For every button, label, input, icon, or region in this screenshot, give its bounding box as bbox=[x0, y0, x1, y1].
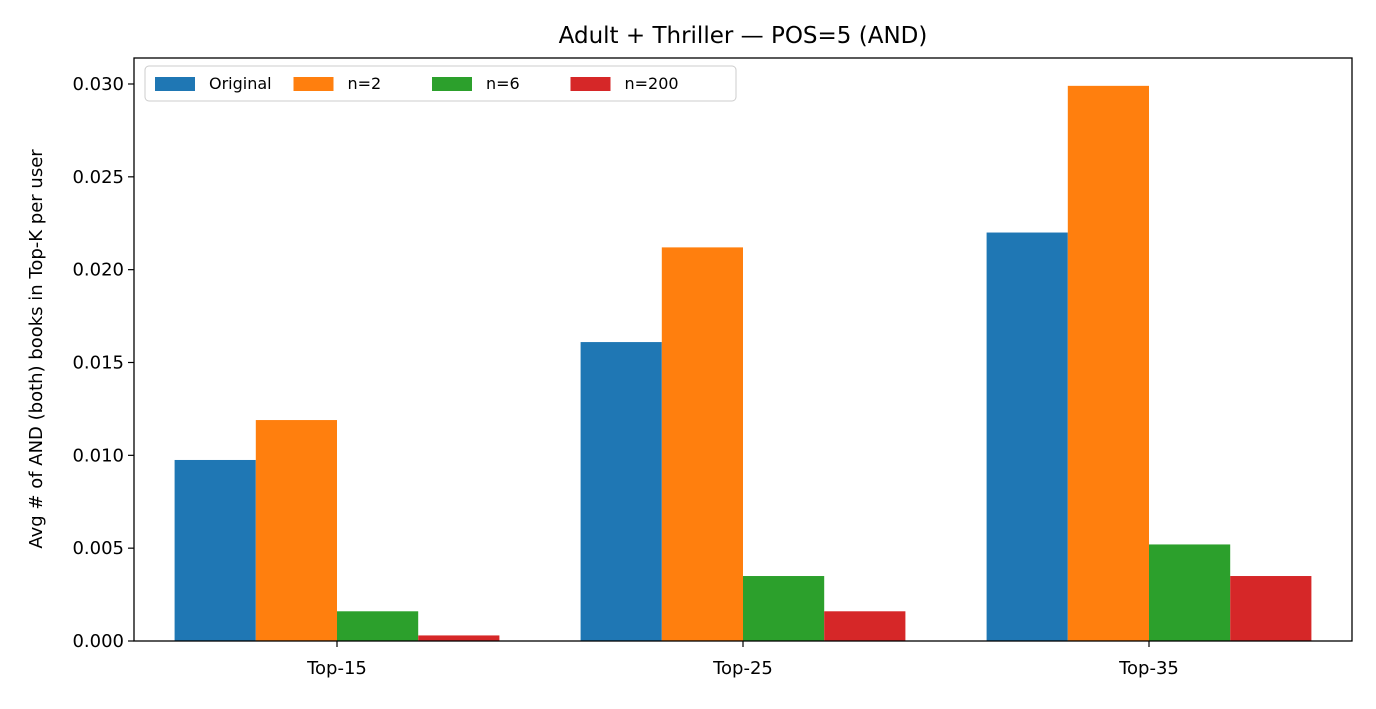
bar-n=6-Top-35 bbox=[1149, 544, 1231, 641]
legend: Original n=2 n=6 n=200 bbox=[144, 65, 737, 102]
legend-label-Original: Original bbox=[209, 74, 272, 93]
bar-Original-Top-15 bbox=[174, 459, 256, 641]
y-tick-label: 0.010 bbox=[72, 445, 124, 466]
legend-swatch-Original bbox=[155, 77, 195, 91]
y-tick-label: 0.015 bbox=[72, 352, 124, 373]
y-tick-label: 0.020 bbox=[72, 260, 124, 281]
bar-n=2-Top-35 bbox=[1067, 85, 1149, 642]
legend-label-n=6: n=6 bbox=[486, 74, 520, 93]
legend-label-n=200: n=200 bbox=[625, 74, 679, 93]
bar-n=2-Top-25 bbox=[661, 247, 743, 641]
bar-Original-Top-35 bbox=[986, 232, 1068, 641]
bar-n=6-Top-15 bbox=[337, 611, 419, 641]
legend-swatch-n=200 bbox=[570, 77, 611, 91]
bar-n=200-Top-35 bbox=[1230, 576, 1312, 641]
bar-Original-Top-25 bbox=[580, 342, 662, 641]
x-tick-label: Top-35 bbox=[1118, 658, 1179, 679]
y-tick-label: 0.030 bbox=[72, 74, 124, 95]
legend-swatch-n=6 bbox=[432, 77, 472, 91]
plot-area: 0.000 0.005 0.010 0.015 0.020 0.025 0.030 Top-1… bbox=[72, 57, 1353, 679]
bar-n=200-Top-15 bbox=[418, 635, 500, 641]
legend-swatch-n=2 bbox=[293, 77, 334, 91]
chart-title: Adult + Thriller — POS=5 (AND) bbox=[559, 23, 928, 49]
y-tick-label: 0.005 bbox=[72, 538, 124, 559]
x-tick-label: Top-25 bbox=[712, 658, 773, 679]
bar-n=2-Top-15 bbox=[255, 420, 337, 641]
y-tick-label: 0.025 bbox=[72, 167, 124, 188]
bar-n=200-Top-25 bbox=[824, 611, 906, 641]
x-tick-label: Top-15 bbox=[306, 658, 367, 679]
y-tick-label: 0.000 bbox=[72, 631, 124, 652]
y-axis-label: Avg # of AND (both) books in Top-K per u… bbox=[26, 149, 47, 549]
legend-label-n=2: n=2 bbox=[348, 74, 382, 93]
bar-n=6-Top-25 bbox=[743, 576, 825, 641]
